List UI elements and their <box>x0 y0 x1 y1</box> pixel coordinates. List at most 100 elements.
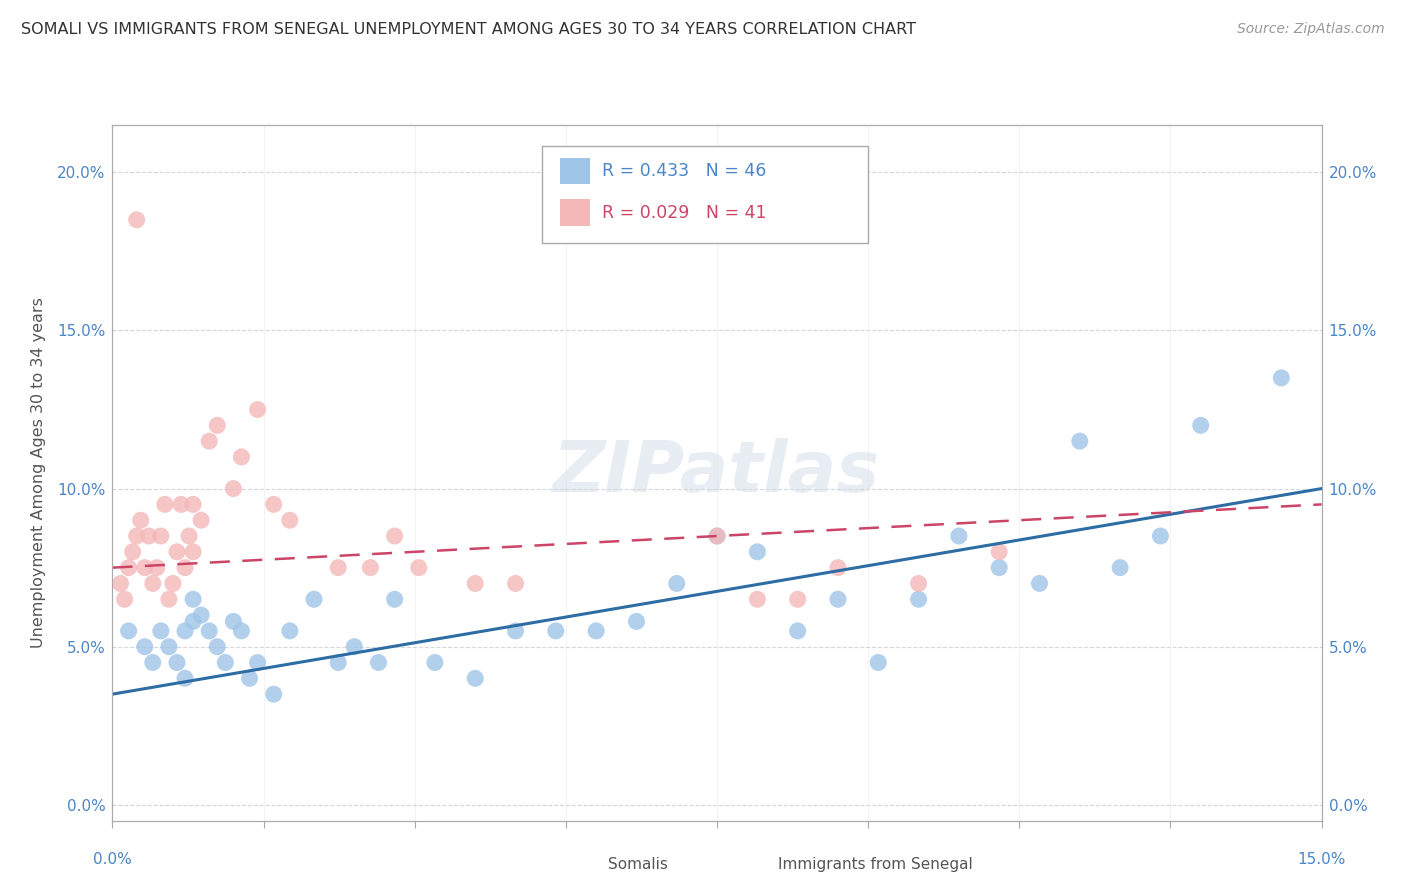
Text: Immigrants from Senegal: Immigrants from Senegal <box>778 857 973 872</box>
Point <box>907 592 929 607</box>
Bar <box>741 855 768 874</box>
Point <box>246 402 269 417</box>
Point <box>868 656 890 670</box>
Point <box>423 656 446 670</box>
Point <box>222 615 245 629</box>
Point <box>231 450 253 464</box>
Point <box>665 576 688 591</box>
Point <box>142 576 165 591</box>
Point <box>367 656 389 670</box>
Point <box>505 576 527 591</box>
Point <box>827 560 849 574</box>
Point <box>142 656 165 670</box>
Point <box>170 497 193 511</box>
Point <box>786 624 808 638</box>
Text: Source: ZipAtlas.com: Source: ZipAtlas.com <box>1237 22 1385 37</box>
Text: 0.0%: 0.0% <box>93 852 132 867</box>
Point <box>129 513 152 527</box>
Point <box>278 513 301 527</box>
Point <box>198 624 221 638</box>
Point <box>117 624 139 638</box>
FancyBboxPatch shape <box>541 145 868 244</box>
Point <box>190 608 212 623</box>
Point <box>786 592 808 607</box>
Point <box>384 592 406 607</box>
Text: ZIPatlas: ZIPatlas <box>554 438 880 508</box>
Point <box>706 529 728 543</box>
Point <box>181 545 204 559</box>
Point <box>214 656 236 670</box>
Point <box>505 624 527 638</box>
Point <box>263 687 285 701</box>
Point <box>157 592 180 607</box>
Point <box>246 656 269 670</box>
Bar <box>560 158 591 184</box>
Text: R = 0.433   N = 46: R = 0.433 N = 46 <box>602 161 766 180</box>
Point <box>238 671 260 685</box>
Point <box>198 434 221 449</box>
Point <box>464 576 486 591</box>
Point <box>110 576 132 591</box>
Point <box>747 545 769 559</box>
Text: Somalis: Somalis <box>609 857 668 872</box>
Point <box>125 529 148 543</box>
Point <box>207 418 229 433</box>
Point <box>125 212 148 227</box>
Point <box>134 560 156 574</box>
Point <box>162 576 184 591</box>
Point <box>747 592 769 607</box>
Text: R = 0.029   N = 41: R = 0.029 N = 41 <box>602 204 766 222</box>
Point <box>181 592 204 607</box>
Point <box>626 615 648 629</box>
Point <box>174 560 197 574</box>
Point <box>328 656 350 670</box>
Point <box>166 656 188 670</box>
Point <box>207 640 229 654</box>
Point <box>231 624 253 638</box>
Point <box>1109 560 1132 574</box>
Point <box>263 497 285 511</box>
Point <box>988 560 1011 574</box>
Bar <box>560 199 591 226</box>
Y-axis label: Unemployment Among Ages 30 to 34 years: Unemployment Among Ages 30 to 34 years <box>31 297 46 648</box>
Point <box>464 671 486 685</box>
Point <box>988 545 1011 559</box>
Point <box>157 640 180 654</box>
Point <box>1028 576 1050 591</box>
Point <box>134 640 156 654</box>
Point <box>174 671 197 685</box>
Text: 15.0%: 15.0% <box>1298 852 1346 867</box>
Point <box>190 513 212 527</box>
Point <box>138 529 160 543</box>
Point <box>585 624 607 638</box>
Point <box>1270 371 1292 385</box>
Point <box>166 545 188 559</box>
Point <box>907 576 929 591</box>
Point <box>149 624 172 638</box>
Point <box>948 529 970 543</box>
Point <box>544 624 567 638</box>
Point <box>384 529 406 543</box>
Point <box>706 529 728 543</box>
Point <box>1069 434 1091 449</box>
Point <box>174 624 197 638</box>
Point <box>343 640 366 654</box>
Point <box>359 560 381 574</box>
Point <box>149 529 172 543</box>
Point <box>278 624 301 638</box>
Point <box>222 482 245 496</box>
Point <box>146 560 169 574</box>
Point <box>181 615 204 629</box>
Point <box>181 497 204 511</box>
Point <box>408 560 430 574</box>
Point <box>302 592 325 607</box>
Point <box>114 592 136 607</box>
Point <box>328 560 350 574</box>
Point <box>177 529 200 543</box>
Point <box>1189 418 1212 433</box>
Point <box>121 545 143 559</box>
Point <box>1149 529 1171 543</box>
Point <box>117 560 139 574</box>
Point <box>827 592 849 607</box>
Bar <box>572 855 599 874</box>
